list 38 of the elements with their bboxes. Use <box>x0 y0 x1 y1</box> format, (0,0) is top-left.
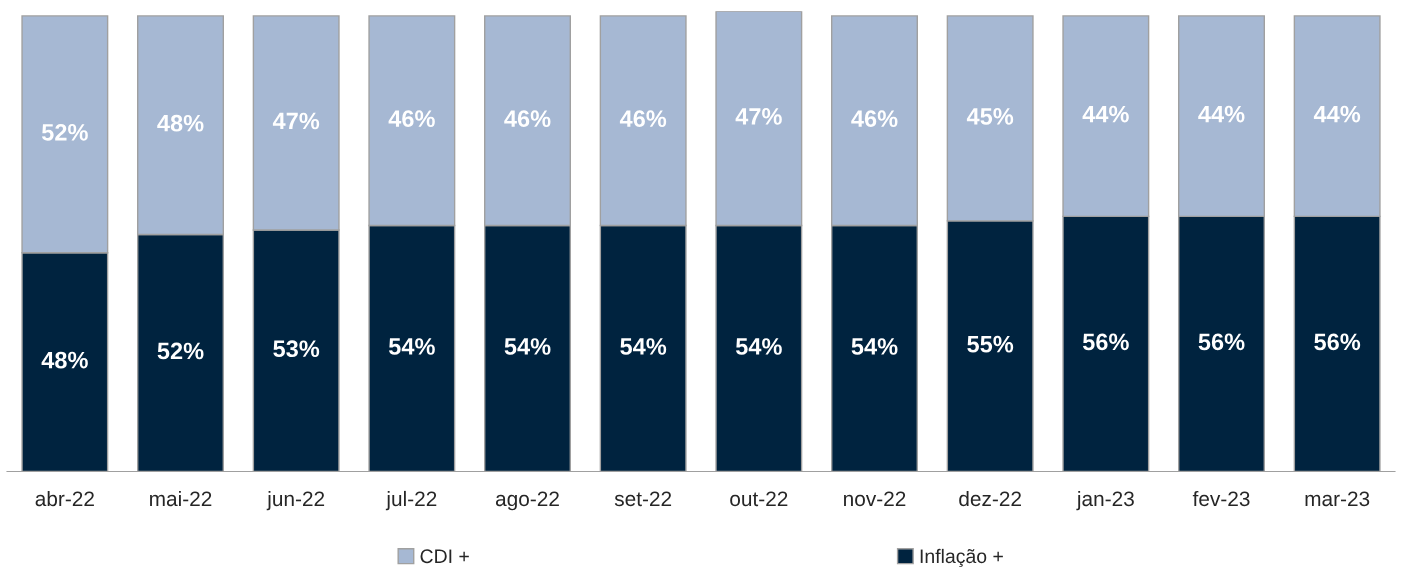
data-label: 53% <box>273 340 320 358</box>
legend-label: Inflação + <box>920 548 1003 568</box>
data-label: 54% <box>388 338 435 355</box>
x-tick-label: mai-22 <box>150 490 212 507</box>
data-label: 54% <box>851 338 898 355</box>
data-label: 47% <box>272 112 320 130</box>
data-label: 46% <box>851 110 898 128</box>
data-label: 52% <box>41 123 88 141</box>
data-label: 55% <box>967 335 1014 353</box>
x-tick-label: jul-22 <box>385 490 437 511</box>
data-label: 56% <box>1314 333 1361 351</box>
x-tick-label: abr-22 <box>35 490 94 507</box>
x-tick-label: mar-23 <box>1305 491 1370 507</box>
x-tick-label: jan-23 <box>1076 490 1134 511</box>
data-label: 47% <box>735 108 782 125</box>
data-label: 44% <box>1082 105 1129 123</box>
x-tick-label: set-22 <box>614 491 672 507</box>
data-label: 54% <box>504 338 551 355</box>
data-label: 48% <box>157 114 204 132</box>
data-label: 44% <box>1198 105 1245 123</box>
x-tick-label: nov-22 <box>844 491 906 507</box>
data-label: 48% <box>41 351 88 369</box>
legend-label: CDI + <box>420 549 469 564</box>
x-tick-label: ago-22 <box>495 491 559 511</box>
x-tick-label: out-22 <box>730 491 788 507</box>
data-label: 45% <box>966 108 1014 125</box>
x-tick-label: dez-22 <box>959 490 1021 507</box>
data-label: 44% <box>1313 105 1361 123</box>
x-tick-label: fev-23 <box>1192 490 1250 507</box>
data-label: 54% <box>735 338 782 355</box>
x-tick-label: jun-22 <box>266 490 325 511</box>
data-label: 46% <box>504 110 551 128</box>
data-label: 46% <box>388 110 435 128</box>
data-label: 46% <box>619 110 667 128</box>
data-label: 56% <box>1198 333 1245 351</box>
data-label: 56% <box>1082 333 1129 351</box>
data-label: 54% <box>620 338 667 355</box>
data-label: 52% <box>157 342 204 360</box>
